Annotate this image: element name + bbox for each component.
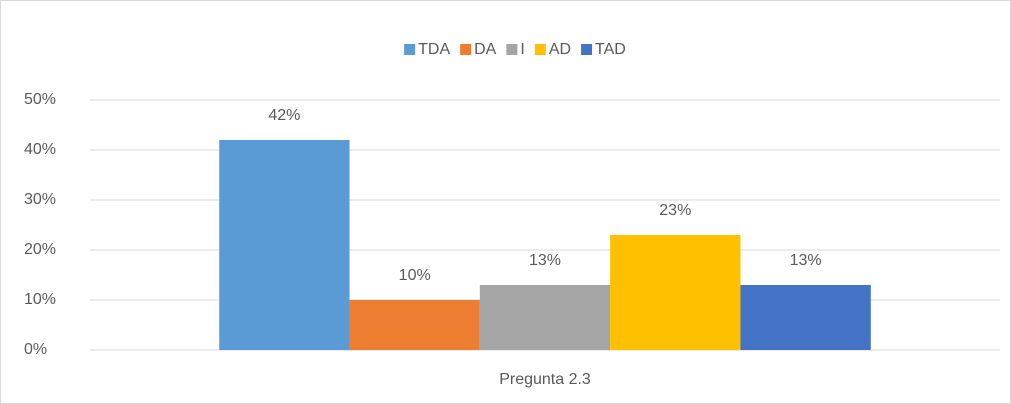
legend-label: AD <box>549 41 571 58</box>
data-label: 23% <box>659 202 691 219</box>
legend-swatch <box>534 44 546 55</box>
legend-swatch <box>506 44 518 55</box>
data-label: 10% <box>399 267 431 284</box>
legend-label: DA <box>474 41 497 58</box>
y-tick-label: 10% <box>24 291 56 308</box>
legend-swatch <box>404 44 416 55</box>
data-label: 13% <box>790 252 822 269</box>
y-tick-label: 30% <box>24 191 56 208</box>
legend-swatch <box>460 44 472 55</box>
bar <box>479 285 611 350</box>
legend-label: TAD <box>595 41 626 58</box>
data-label: 42% <box>268 107 300 124</box>
y-tick-label: 0% <box>24 341 47 358</box>
x-tick-label: Pregunta 2.3 <box>499 371 591 388</box>
y-tick-label: 20% <box>24 241 56 258</box>
bar <box>610 235 741 350</box>
legend-label: I <box>520 41 524 58</box>
bar <box>219 140 350 350</box>
y-tick-label: 50% <box>24 91 56 108</box>
bar <box>349 300 480 350</box>
y-tick-label: 40% <box>24 141 56 158</box>
data-label: 13% <box>529 252 561 269</box>
legend-label: TDA <box>418 41 450 58</box>
legend-swatch <box>581 44 593 55</box>
bar <box>740 285 871 350</box>
